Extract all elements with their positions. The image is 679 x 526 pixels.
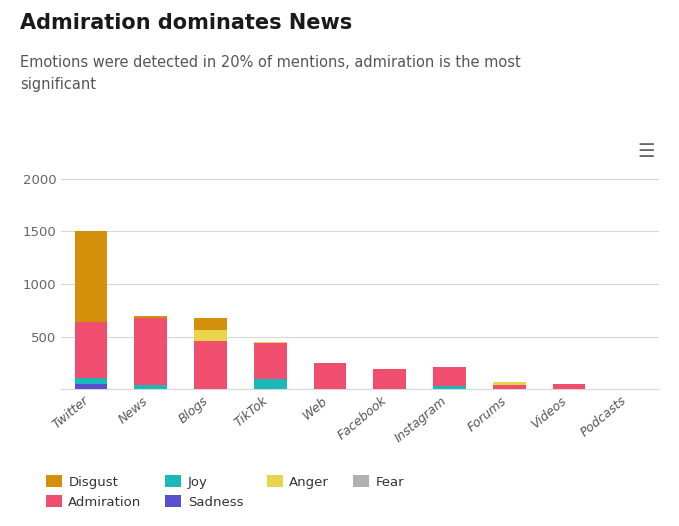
Legend: Disgust, Admiration, Joy, Sadness, Anger, Fear: Disgust, Admiration, Joy, Sadness, Anger… — [41, 470, 409, 514]
Bar — [75, 322, 107, 378]
Bar — [254, 341, 287, 343]
Bar — [433, 367, 466, 386]
Bar — [373, 369, 406, 389]
Bar — [75, 378, 107, 384]
Text: ☰: ☰ — [638, 142, 655, 161]
Bar — [194, 318, 227, 330]
Text: Admiration dominates News: Admiration dominates News — [20, 13, 352, 33]
Bar — [194, 341, 227, 389]
Bar — [314, 363, 346, 389]
Bar — [254, 343, 287, 379]
Bar — [194, 330, 227, 341]
Bar — [254, 379, 287, 389]
Bar — [493, 385, 526, 389]
Bar — [75, 384, 107, 389]
Bar — [75, 231, 107, 322]
Text: Emotions were detected in 20% of mentions, admiration is the most
significant: Emotions were detected in 20% of mention… — [20, 55, 521, 93]
Bar — [134, 316, 167, 318]
Bar — [493, 382, 526, 385]
Bar — [134, 385, 167, 389]
Bar — [553, 384, 585, 389]
Bar — [433, 386, 466, 389]
Bar — [134, 318, 167, 385]
